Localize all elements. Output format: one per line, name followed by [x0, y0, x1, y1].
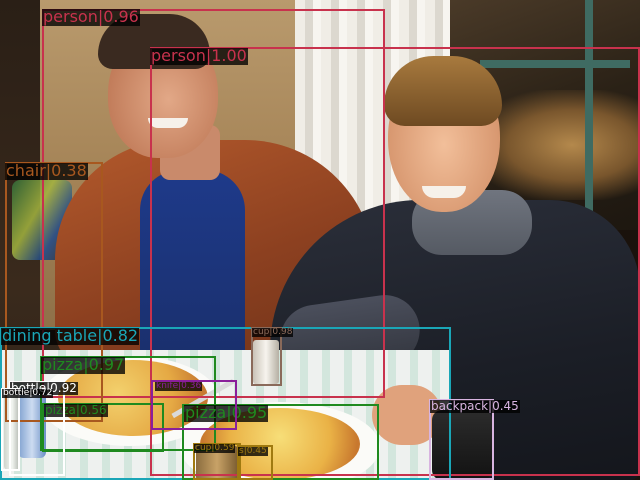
window-frame-vertical: [585, 0, 593, 220]
window-frame-horizontal: [480, 60, 630, 68]
bbox-label-pizza-1: pizza|0.97: [41, 355, 126, 374]
bbox-label-chair: chair|0.38: [5, 161, 88, 180]
bbox-label-pizza-2: pizza|0.56: [44, 403, 108, 417]
bbox-label-cup-2: cup|0.59: [194, 443, 236, 454]
bbox-label-s: s|0.45: [238, 446, 268, 457]
bbox-label-cup-1: cup|0.98: [252, 327, 294, 338]
bbox-label-backpack: backpack|0.45: [430, 399, 520, 413]
backpack-shape: [432, 410, 492, 480]
bbox-label-knife: knife|0.36: [155, 381, 203, 392]
woman-smile: [422, 186, 466, 198]
bbox-label-pizza-3: pizza|0.95: [184, 403, 269, 422]
bbox-label-person-1: person|0.96: [42, 7, 140, 26]
bbox-person-1: [42, 9, 385, 398]
bbox-knife: [151, 380, 237, 430]
bbox-label-person-2: person|1.00: [150, 46, 248, 65]
bbox-person-2: [150, 47, 640, 476]
bbox-bottle-2: [1, 388, 20, 471]
bbox-pizza-3: [182, 404, 379, 480]
glass-shape: [253, 340, 279, 384]
bbox-label-dining-table: dining table|0.82: [1, 326, 140, 345]
bbox-s: [237, 445, 273, 480]
man-smile: [148, 118, 188, 128]
man-shirt: [140, 170, 245, 370]
bbox-label-bottle-2: bottle|0.72: [2, 388, 54, 399]
woman-hair: [384, 56, 502, 126]
bottle-shape-1: [4, 392, 20, 470]
